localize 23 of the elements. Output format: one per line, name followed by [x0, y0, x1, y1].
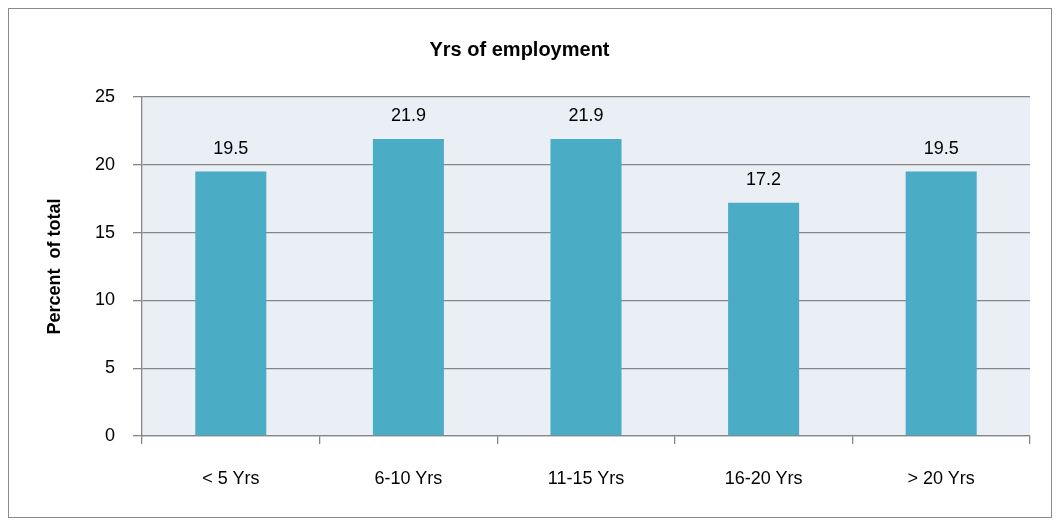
data-label: 21.9: [390, 105, 426, 125]
x-tick-label: 11-15 Yrs: [547, 467, 625, 488]
bar: [195, 171, 267, 436]
y-tick-label: 10: [94, 289, 115, 310]
y-tick-label: 0: [104, 424, 115, 445]
y-axis-title: Percent of total: [43, 198, 64, 335]
bar: [550, 139, 622, 436]
x-tick-label: 6-10 Yrs: [374, 467, 443, 488]
y-tick-label: 5: [104, 357, 115, 378]
data-label: 21.9: [568, 105, 604, 125]
data-label: 19.5: [213, 137, 249, 158]
y-tick-label: 15: [94, 221, 115, 242]
data-label: 17.2: [746, 168, 782, 189]
bar: [372, 139, 444, 436]
y-tick-label: 20: [94, 153, 115, 174]
x-tick-label: 16-20 Yrs: [724, 467, 803, 488]
x-tick-label: > 20 Yrs: [907, 467, 975, 488]
y-tick-label: 25: [94, 85, 115, 106]
x-tick-label: < 5 Yrs: [202, 467, 260, 488]
bar: [905, 171, 977, 436]
chart-title: Yrs of employment: [429, 37, 610, 60]
data-label: 19.5: [923, 137, 959, 158]
bar: [728, 202, 800, 436]
